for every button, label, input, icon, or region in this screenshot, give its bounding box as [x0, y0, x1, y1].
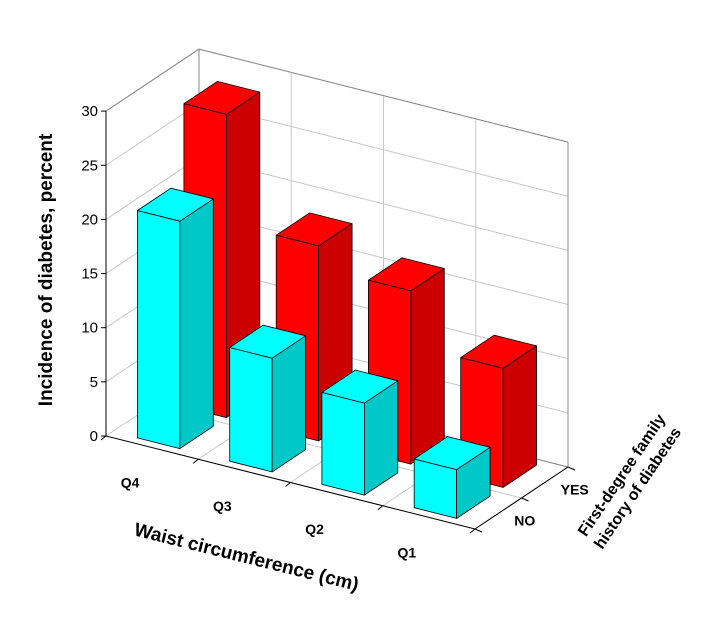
y-tick-label: 0	[90, 428, 98, 445]
x-category-label: Q2	[305, 521, 324, 537]
x-category-label: Q1	[398, 544, 417, 560]
x-axis-tick	[377, 505, 384, 511]
x-axis-tick	[285, 482, 291, 487]
bar-top-face	[367, 257, 445, 292]
y-tick-label: 20	[81, 211, 98, 228]
x-axis-title: Waist circumference (cm)	[132, 520, 361, 596]
x-axis-tick	[469, 528, 476, 534]
z-series-label: YES	[561, 482, 589, 498]
x-category-label: Q3	[213, 498, 232, 514]
bar-side-face	[179, 198, 214, 450]
bar-top-face	[460, 334, 537, 369]
z-axis-tick	[474, 528, 483, 533]
y-tick-label: 30	[81, 103, 98, 120]
bar-side-face	[410, 268, 445, 465]
z-axis-tick	[567, 466, 576, 471]
y-axis-title: Incidence of diabetes, percent	[36, 133, 57, 406]
chart-bars	[136, 81, 537, 519]
x-category-label: Q4	[121, 475, 140, 491]
bar-no-q4	[136, 187, 214, 450]
bar-top-face	[275, 212, 353, 247]
bar-no-q3	[229, 324, 307, 473]
y-tick-label: 25	[81, 157, 98, 174]
bar-top-face	[321, 369, 399, 404]
side-top-edge	[105, 48, 200, 112]
bar-top-face	[229, 324, 307, 359]
bar-front-face	[321, 391, 365, 496]
x-axis-tick	[192, 458, 199, 464]
y-tick-label: 5	[90, 374, 98, 391]
bar-yes-q1	[460, 334, 537, 488]
y-tick-label: 15	[81, 266, 98, 283]
chart-labels: Incidence of diabetes, percent Waist cir…	[36, 133, 685, 596]
bar-no-q2	[321, 369, 399, 496]
bar-top-face	[413, 436, 491, 471]
bar-top-face	[136, 187, 214, 222]
z-series-label: NO	[514, 513, 535, 529]
bar-front-face	[229, 347, 273, 473]
bar-no-q1	[413, 436, 491, 519]
bar-front-face	[136, 210, 181, 450]
bar-side-face	[271, 335, 307, 473]
bar-top-face	[183, 81, 261, 115]
y-tick-label: 10	[81, 320, 98, 337]
back-top-edge	[198, 48, 569, 143]
z-axis-tick	[521, 497, 529, 502]
bar-side-face	[502, 345, 537, 488]
x-axis-tick	[100, 435, 107, 441]
